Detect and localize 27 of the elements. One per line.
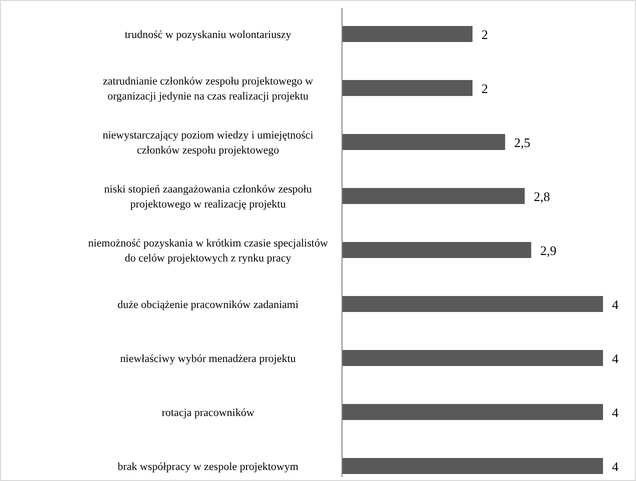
data-label: 4 [612,459,619,474]
bar [342,404,603,420]
bar [342,296,603,312]
bar [342,26,472,42]
data-label: 4 [612,405,619,420]
data-label: 2,9 [540,243,556,258]
y-tick-label: duże obciążenie pracowników zadaniami [117,299,299,311]
y-tick-label: rotacja pracowników [162,407,254,419]
data-label: 2 [482,27,488,42]
y-tick-label: brak współpracy w zespole projektowym [118,461,299,473]
bar [342,350,603,366]
y-tick-label: trudność w pozyskaniu wolontariuszy [124,29,292,41]
bar [342,242,532,258]
bar [342,458,603,474]
data-label: 2 [482,81,488,96]
y-tick-label: niewystarczający poziom wiedzy i umiejętności członków zespołu projektowego [102,130,314,156]
y-tick-label: zatrudnianie członków zespołu projektowego w organizacji jedynie na czas realizacji projektu [102,76,314,102]
y-tick-label: niewłaściwy wybór menadżera projektu [120,353,296,365]
data-label: 4 [612,297,619,312]
data-label: 2,8 [534,189,550,204]
data-label: 4 [612,351,619,366]
y-tick-label: niemożność pozyskania w krótkim czasie specjalistów do celów projektowych z rynku pracy [88,238,328,264]
y-tick-label: niski stopień zaangażowania członków zespołu projektowego w realizację projektu [104,184,312,210]
bar [342,134,506,150]
bar [342,80,472,96]
bar [342,188,525,204]
data-label: 2,5 [514,135,530,150]
